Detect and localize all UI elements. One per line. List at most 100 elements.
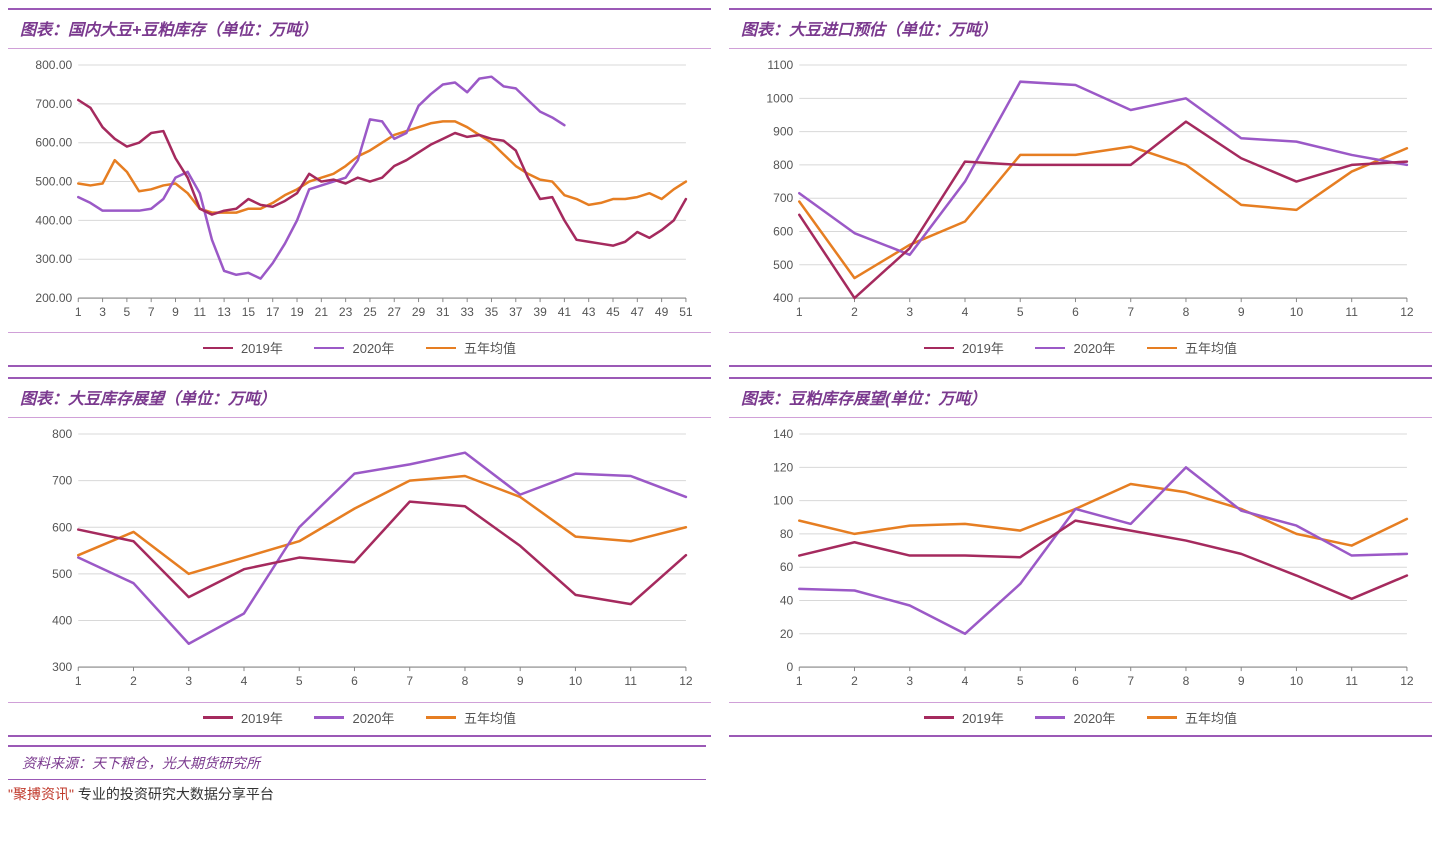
svg-text:6: 6: [1072, 305, 1079, 319]
svg-text:700.00: 700.00: [35, 97, 72, 111]
svg-text:200.00: 200.00: [35, 291, 72, 305]
svg-text:700: 700: [773, 191, 793, 205]
svg-text:300.00: 300.00: [35, 252, 72, 266]
legend-label-5yr: 五年均值: [1185, 708, 1237, 727]
svg-text:500.00: 500.00: [35, 175, 72, 189]
svg-text:9: 9: [172, 305, 179, 319]
svg-text:600.00: 600.00: [35, 136, 72, 150]
svg-text:10: 10: [569, 675, 583, 689]
legend-item-5yr: 五年均值: [426, 708, 516, 727]
svg-text:100: 100: [773, 494, 793, 508]
svg-text:5: 5: [1017, 305, 1024, 319]
svg-text:1: 1: [796, 675, 803, 689]
svg-text:7: 7: [406, 675, 413, 689]
svg-text:140: 140: [773, 427, 793, 441]
chart3-plot: 300400500600700800123456789101112: [8, 418, 711, 699]
svg-text:27: 27: [388, 305, 402, 319]
legend-item-2019: 2019年: [924, 708, 1004, 727]
legend-item-2019: 2019年: [203, 338, 283, 357]
svg-text:2: 2: [851, 305, 858, 319]
svg-text:1: 1: [75, 675, 82, 689]
chart1-panel: 图表：国内大豆+豆粕库存（单位：万吨） 200.00300.00400.0050…: [8, 8, 711, 367]
svg-text:500: 500: [52, 567, 72, 581]
legend-item-2020: 2020年: [314, 338, 394, 357]
svg-text:5: 5: [296, 675, 303, 689]
chart3-panel: 图表：大豆库存展望（单位：万吨） 30040050060070080012345…: [8, 377, 711, 736]
svg-text:25: 25: [363, 305, 377, 319]
svg-text:8: 8: [1183, 305, 1190, 319]
chart1-plot: 200.00 300.00 400.00 500.00 600.00 700.00 800.…: [8, 49, 711, 330]
svg-text:400.00: 400.00: [35, 213, 72, 227]
svg-text:700: 700: [52, 474, 72, 488]
svg-text:500: 500: [773, 258, 793, 272]
svg-text:4: 4: [241, 675, 248, 689]
svg-text:7: 7: [1127, 675, 1134, 689]
legend-label-5yr: 五年均值: [464, 708, 516, 727]
svg-text:2: 2: [130, 675, 137, 689]
legend-label-2019: 2019年: [962, 708, 1004, 727]
svg-text:7: 7: [1127, 305, 1134, 319]
footer-text: "聚搏资讯" 专业的投资研究大数据分享平台: [8, 780, 1432, 804]
svg-text:15: 15: [242, 305, 256, 319]
chart3-title: 图表：大豆库存展望（单位：万吨）: [8, 379, 711, 418]
svg-text:800.00: 800.00: [35, 58, 72, 72]
legend-label-2019: 2019年: [962, 338, 1004, 357]
svg-text:1100: 1100: [767, 58, 793, 72]
legend-item-5yr: 五年均值: [1147, 338, 1237, 357]
svg-text:35: 35: [485, 305, 499, 319]
svg-text:41: 41: [558, 305, 572, 319]
svg-text:29: 29: [412, 305, 426, 319]
chart1-legend: 2019年 2020年 五年均值: [8, 332, 711, 365]
svg-text:600: 600: [52, 521, 72, 535]
svg-text:1: 1: [796, 305, 803, 319]
svg-text:4: 4: [962, 675, 969, 689]
chart2-legend: 2019年 2020年 五年均值: [729, 332, 1432, 365]
charts-grid: 图表：国内大豆+豆粕库存（单位：万吨） 200.00300.00400.0050…: [8, 8, 1432, 737]
svg-text:19: 19: [290, 305, 304, 319]
legend-item-5yr: 五年均值: [426, 338, 516, 357]
legend-label-2020: 2020年: [352, 338, 394, 357]
legend-label-2020: 2020年: [1073, 708, 1115, 727]
svg-text:21: 21: [315, 305, 329, 319]
svg-text:80: 80: [780, 527, 794, 541]
svg-text:400: 400: [773, 291, 793, 305]
svg-text:12: 12: [1400, 305, 1414, 319]
svg-text:1000: 1000: [766, 91, 793, 105]
svg-text:800: 800: [52, 427, 72, 441]
svg-text:2: 2: [851, 675, 858, 689]
svg-text:8: 8: [462, 675, 469, 689]
legend-item-2020: 2020年: [1035, 708, 1115, 727]
svg-text:51: 51: [679, 305, 693, 319]
chart4-plot: 020406080100120140123456789101112: [729, 418, 1432, 699]
svg-text:3: 3: [99, 305, 106, 319]
legend-item-2019: 2019年: [203, 708, 283, 727]
svg-text:7: 7: [148, 305, 155, 319]
legend-item-5yr: 五年均值: [1147, 708, 1237, 727]
svg-text:17: 17: [266, 305, 280, 319]
legend-label-2019: 2019年: [241, 338, 283, 357]
svg-text:5: 5: [1017, 675, 1024, 689]
svg-text:800: 800: [773, 158, 793, 172]
svg-text:1: 1: [75, 305, 82, 319]
source-note: 资料来源：天下粮仓，光大期货研究所: [8, 747, 706, 780]
svg-text:12: 12: [1400, 675, 1414, 689]
svg-text:0: 0: [787, 661, 794, 675]
chart4-title: 图表：豆粕库存展望(单位：万吨）: [729, 379, 1432, 418]
chart2-panel: 图表：大豆进口预估（单位：万吨） 40050060070080090010001…: [729, 8, 1432, 367]
svg-text:33: 33: [460, 305, 474, 319]
svg-text:31: 31: [436, 305, 450, 319]
svg-text:4: 4: [962, 305, 969, 319]
svg-text:47: 47: [631, 305, 645, 319]
svg-text:10: 10: [1290, 675, 1304, 689]
legend-label-2020: 2020年: [352, 708, 394, 727]
svg-text:120: 120: [773, 461, 793, 475]
chart1-svg: 200.00 300.00 400.00 500.00 600.00 700.00 800.…: [18, 55, 701, 326]
legend-label-5yr: 五年均值: [1185, 338, 1237, 357]
chart2-svg: 4005006007008009001000110012345678910111…: [739, 55, 1422, 326]
svg-text:3: 3: [185, 675, 192, 689]
source-block: 资料来源：天下粮仓，光大期货研究所: [8, 745, 706, 780]
svg-text:3: 3: [906, 675, 913, 689]
chart4-svg: 020406080100120140123456789101112: [739, 424, 1422, 695]
svg-text:49: 49: [655, 305, 669, 319]
svg-text:8: 8: [1183, 675, 1190, 689]
